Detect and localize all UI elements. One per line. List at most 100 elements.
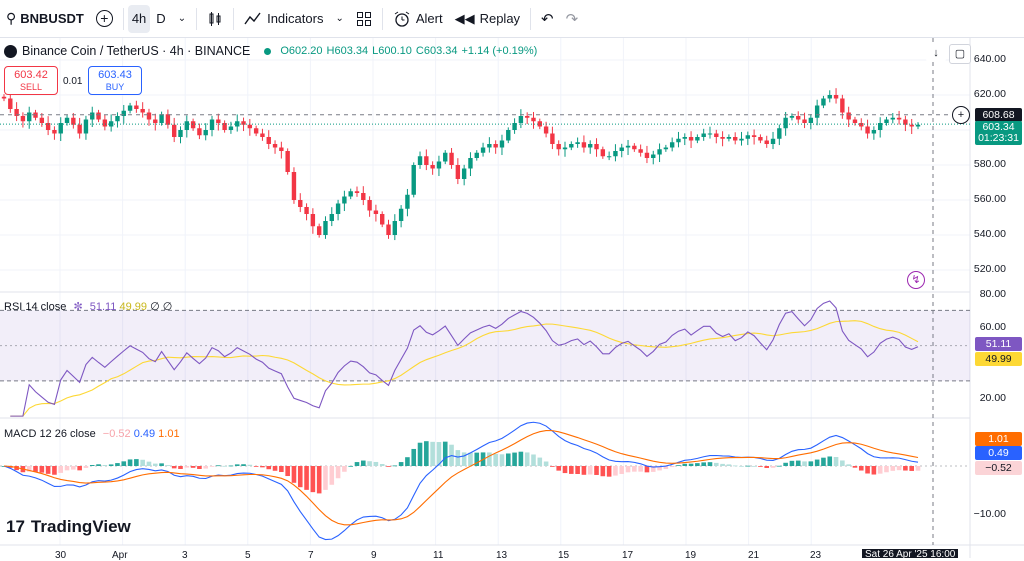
lightning-button[interactable]: ↯ [907, 271, 925, 289]
compare-button[interactable]: + [90, 5, 119, 33]
chart-type-button[interactable] [201, 5, 229, 33]
macd-histogram-bar [291, 466, 297, 483]
candle-body [71, 117, 76, 125]
macd-histogram-bar [304, 466, 309, 490]
macd-histogram-bar [436, 442, 442, 466]
candle-body [203, 130, 208, 136]
macd-value: 0.49 [133, 428, 156, 440]
redo-button[interactable]: ↷ [560, 5, 585, 33]
candle-body [45, 123, 51, 130]
timeframe-dropdown[interactable]: ⌄ [172, 5, 192, 33]
macd-histogram-bar [209, 466, 215, 467]
candle-body [1, 96, 7, 99]
timeframe-d[interactable]: D [156, 11, 166, 26]
maximize-button[interactable]: ▢ [949, 44, 971, 64]
sell-button[interactable]: 603.42 SELL [4, 66, 58, 95]
candle-body [852, 119, 858, 123]
candle-body [682, 137, 687, 139]
candle-body [613, 151, 618, 157]
macd-histogram-bar [688, 463, 694, 466]
candle-body [789, 116, 795, 118]
indicators-dropdown[interactable]: ⌄ [329, 5, 349, 33]
legend-high: H603.34 [326, 45, 369, 57]
macd-histogram-bar [222, 465, 227, 467]
buy-button[interactable]: 603.43 BUY [88, 66, 142, 95]
candle-body [594, 144, 599, 150]
replay-button[interactable]: ◀◀ Replay [449, 5, 526, 33]
macd-histogram-bar [657, 466, 662, 471]
macd-histogram-bar [140, 459, 145, 466]
symbol-search[interactable]: ⚲ BNBUSDT [0, 5, 90, 33]
macd-histogram-bar [354, 462, 360, 466]
plus-circle-icon: + [95, 10, 113, 27]
macd-histogram-bar [310, 466, 316, 493]
candle-body [688, 137, 694, 141]
candle-body [562, 147, 568, 150]
macd-histogram-bar [890, 466, 896, 471]
candle-body [764, 140, 769, 144]
price-tick: 520.00 [973, 263, 1006, 275]
timeframe-4h[interactable]: 4h [127, 4, 151, 33]
candle-body [102, 119, 108, 127]
candle-body [461, 168, 467, 179]
candlestick-series [1, 88, 921, 241]
legend-title: Binance Coin / TetherUS · 4h · BINANCE [22, 44, 251, 58]
macd-histogram-bar [550, 466, 555, 467]
chevron-down-icon: ⌄ [177, 13, 187, 24]
candle-body [216, 119, 221, 123]
scroll-down-button[interactable]: ↓ [926, 44, 946, 62]
add-alert-button[interactable]: + [952, 106, 970, 124]
x-current-time: Sat 26 Apr '25 16:00 [862, 549, 959, 558]
macd-histogram-bar [802, 461, 807, 466]
x-tick: 30 [55, 550, 67, 561]
candle-body [751, 135, 757, 137]
macd-histogram-bar [821, 457, 826, 466]
top-toolbar: ⚲ BNBUSDT + 4h D ⌄ Indicators ⌄ Alert ◀◀… [0, 0, 1024, 38]
alert-button[interactable]: Alert [387, 5, 449, 33]
x-tick: 5 [245, 550, 251, 561]
market-open-dot [264, 47, 272, 55]
candle-body [171, 124, 177, 137]
candle-body [209, 119, 215, 130]
macd-histogram-bar [260, 466, 265, 468]
candle-body [27, 112, 32, 122]
candle-body [770, 138, 776, 144]
macd-histogram-bar [134, 459, 139, 466]
candle-body [581, 142, 587, 148]
macd-legend: MACD 12 26 close −0.52 0.49 1.01 [4, 428, 180, 440]
chart-canvas[interactable] [0, 38, 1024, 558]
rsi-series [10, 300, 919, 417]
candle-body [323, 221, 328, 235]
rsi-ma-tag: 49.99 [975, 352, 1022, 366]
candle-body [506, 130, 511, 141]
x-tick: 19 [685, 550, 697, 561]
x-tick: 13 [496, 550, 508, 561]
macd-histogram-bar [234, 464, 240, 466]
crosshair-price-tag: 608.68 [975, 108, 1022, 122]
candle-body [58, 123, 63, 134]
macd-histogram-bar [26, 466, 32, 472]
macd-histogram-bar [360, 460, 366, 466]
candle-body [518, 116, 524, 123]
candle-body [493, 144, 498, 148]
macd-signal-tag: 1.01 [975, 432, 1022, 446]
layout-button[interactable] [350, 5, 378, 33]
candle-body [606, 156, 612, 158]
macd-histogram-bar [638, 466, 643, 472]
macd-histogram-bar [71, 466, 76, 470]
undo-icon: ↶ [541, 10, 554, 28]
macd-histogram-bar [398, 462, 404, 466]
last-price: 603.34 [982, 121, 1015, 133]
indicators-button[interactable]: Indicators [238, 5, 329, 33]
candle-body [808, 117, 814, 123]
rsi-legend: RSI 14 close ✼ 51.11 49.99 ∅ ∅ [4, 300, 172, 313]
macd-histogram-bar [833, 457, 839, 466]
rewind-icon: ◀◀ [454, 10, 475, 26]
arrow-down-icon: ↓ [933, 47, 939, 59]
undo-button[interactable]: ↶ [535, 5, 560, 33]
rsi-empty-2: ∅ [162, 301, 173, 313]
divider [196, 7, 198, 30]
candle-body [430, 165, 435, 169]
macd-histogram-bar [279, 466, 284, 473]
candle-body [745, 135, 751, 139]
